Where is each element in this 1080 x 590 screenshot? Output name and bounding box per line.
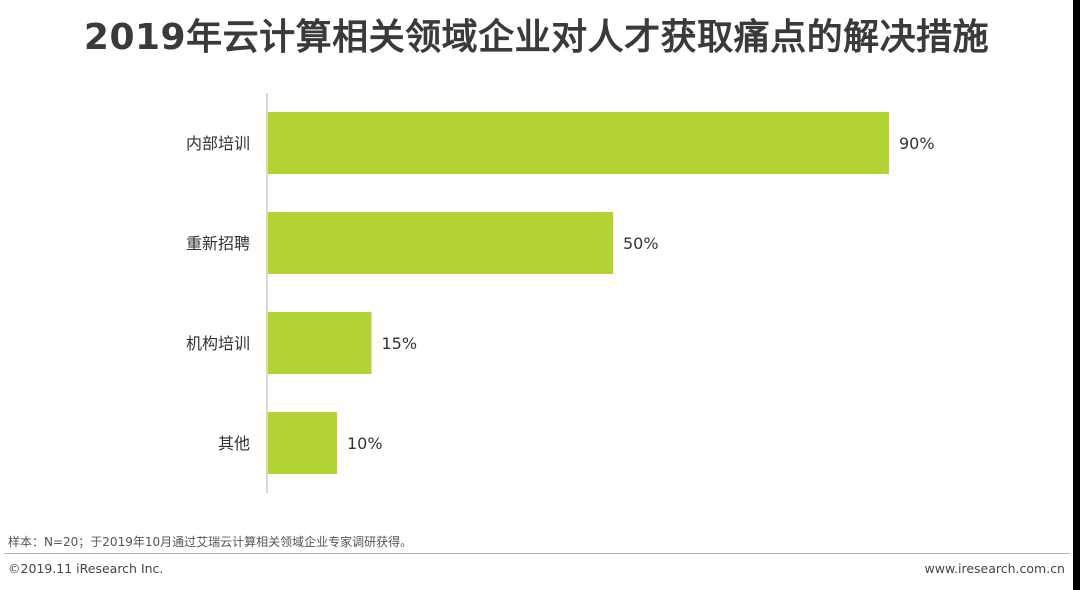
bar-1 [268,112,889,174]
website-url: www.iresearch.com.cn [924,561,1066,576]
footnote: 样本：N=20；于2019年10月通过艾瑞云计算相关领域企业专家调研获得。 [8,535,413,549]
footer-divider [4,553,1070,554]
category-label-2: 重新招聘 [186,234,250,253]
bars-group: 内部培训 90% 重新招聘 50% 机构培训 15% 其他 10% [186,112,935,474]
value-label-3: 15% [382,334,418,353]
value-label-2: 50% [623,234,659,253]
bar-4 [268,412,337,474]
category-label-1: 内部培训 [186,134,250,153]
value-label-4: 10% [347,434,383,453]
category-label-3: 机构培训 [186,334,250,353]
bar-2 [268,212,613,274]
category-label-4: 其他 [218,434,250,453]
chart-title: 2019年云计算相关领域企业对人才获取痛点的解决措施 [83,17,990,58]
bar-chart: 内部培训 90% 重新招聘 50% 机构培训 15% 其他 10% [186,93,935,493]
copyright: ©2019.11 iResearch Inc. [8,561,164,576]
value-label-1: 90% [899,134,935,153]
bar-3 [268,312,372,374]
